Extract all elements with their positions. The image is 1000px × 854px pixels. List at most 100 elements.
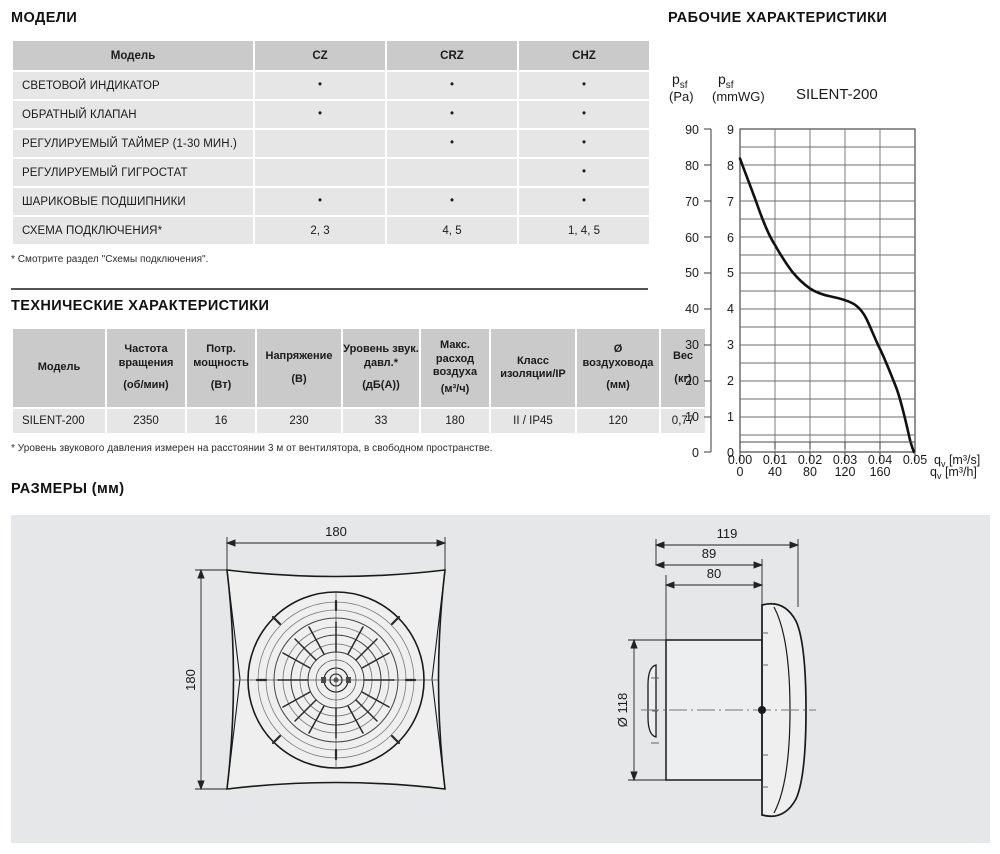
svg-text:50: 50 bbox=[685, 266, 699, 280]
row-cz: • bbox=[255, 188, 385, 215]
tech-val-insulation: II / IP45 bbox=[491, 409, 575, 433]
dimensions-panel: 180 180 bbox=[11, 515, 990, 843]
svg-text:0: 0 bbox=[692, 446, 699, 460]
tech-val-rpm: 2350 bbox=[107, 409, 185, 433]
y-axis-pa-ticks: 90 80 70 60 50 40 30 20 10 0 bbox=[685, 123, 699, 460]
tech-val-weight: 0,77 bbox=[661, 409, 705, 433]
tech-col-duct-unit: (мм) bbox=[606, 379, 630, 392]
row-chz: • bbox=[519, 72, 649, 99]
svg-text:5: 5 bbox=[727, 266, 734, 280]
performance-chart: psf (Pa) psf (mmWG) SILENT-200 90 80 70 … bbox=[669, 71, 977, 481]
tech-col-rpm-unit: (об/мин) bbox=[123, 379, 169, 392]
svg-text:9: 9 bbox=[727, 123, 734, 137]
tech-col-weight-unit: (кг) bbox=[674, 372, 692, 385]
chart-title-label: SILENT-200 bbox=[796, 86, 878, 103]
svg-text:0.01: 0.01 bbox=[763, 453, 787, 467]
svg-text:0.05: 0.05 bbox=[903, 453, 927, 467]
models-section: МОДЕЛИ Модель CZ CRZ CHZ СВЕТОВОЙ ИНДИКА… bbox=[11, 10, 651, 265]
svg-text:0.03: 0.03 bbox=[833, 453, 857, 467]
row-label: РЕГУЛИРУЕМЫЙ ТАЙМЕР (1-30 МИН.) bbox=[13, 130, 253, 157]
front-width-label: 180 bbox=[325, 524, 347, 539]
side-depth-total-dimension bbox=[654, 539, 800, 607]
front-right-edge bbox=[431, 569, 446, 790]
row-crz bbox=[387, 159, 517, 186]
table-row: СХЕМА ПОДКЛЮЧЕНИЯ* 2, 3 4, 5 1, 4, 5 bbox=[13, 217, 649, 244]
svg-text:40: 40 bbox=[685, 302, 699, 316]
models-col-chz: CHZ bbox=[519, 41, 649, 70]
tech-col-voltage-unit: (В) bbox=[291, 372, 307, 385]
side-depth-duct-label: 80 bbox=[707, 566, 721, 581]
svg-text:60: 60 bbox=[685, 231, 699, 245]
tech-footnote: * Уровень звукового давления измерен на … bbox=[11, 443, 493, 454]
row-crz: • bbox=[387, 101, 517, 128]
row-cz: 2, 3 bbox=[255, 217, 385, 244]
svg-text:40: 40 bbox=[768, 465, 782, 479]
svg-text:20: 20 bbox=[685, 374, 699, 388]
tech-col-model-name: Модель bbox=[37, 361, 81, 374]
row-crz: • bbox=[387, 188, 517, 215]
table-header-row: Модель Частота вращения (об/мин) Потр. м… bbox=[13, 329, 705, 407]
table-row: РЕГУЛИРУЕМЫЙ ТАЙМЕР (1-30 МИН.) • • bbox=[13, 130, 649, 157]
tech-col-power-unit: (Вт) bbox=[210, 379, 232, 392]
x-axis-primary-label: qv [m³/h] bbox=[930, 465, 977, 481]
tech-col-duct-name: Ø воздуховода bbox=[582, 343, 654, 369]
front-left-edge bbox=[226, 569, 241, 790]
svg-text:10: 10 bbox=[685, 410, 699, 424]
svg-text:0: 0 bbox=[727, 446, 734, 460]
tech-col-voltage-name: Напряжение bbox=[265, 350, 333, 363]
row-cz bbox=[255, 159, 385, 186]
front-hub-detail bbox=[321, 677, 351, 683]
x-axis-primary-ticks: 0 40 80 120 160 bbox=[737, 465, 891, 479]
row-chz: • bbox=[519, 130, 649, 157]
tech-title: ТЕХНИЧЕСКИЕ ХАРАКТЕРИСТИКИ bbox=[11, 298, 270, 314]
x-axis-secondary-tickmarks bbox=[739, 441, 916, 449]
tech-col-insulation-name: Класс изоляции/IP bbox=[500, 354, 566, 380]
tech-val-airflow: 180 bbox=[421, 409, 489, 433]
svg-text:8: 8 bbox=[727, 159, 734, 173]
row-label: СХЕМА ПОДКЛЮЧЕНИЯ* bbox=[13, 217, 253, 244]
svg-text:4: 4 bbox=[727, 302, 734, 316]
tech-col-model: Модель bbox=[13, 329, 105, 407]
front-fan-blades bbox=[277, 621, 395, 739]
performance-curve bbox=[738, 157, 916, 454]
models-table: Модель CZ CRZ CHZ СВЕТОВОЙ ИНДИКАТОР • •… bbox=[11, 39, 651, 246]
side-depth-mid-dimension bbox=[654, 559, 764, 607]
tech-col-weight: Вес (кг) bbox=[661, 329, 705, 407]
side-depth-duct-dimension bbox=[664, 575, 764, 663]
table-row: ШАРИКОВЫЕ ПОДШИПНИКИ • • • bbox=[13, 188, 649, 215]
svg-text:7: 7 bbox=[727, 195, 734, 209]
performance-chart-section: РАБОЧИЕ ХАРАКТЕРИСТИКИ psf (Pa) psf (mmW… bbox=[668, 10, 1000, 482]
side-depth-total-label: 119 bbox=[717, 526, 738, 541]
svg-text:3: 3 bbox=[727, 338, 734, 352]
svg-text:90: 90 bbox=[685, 123, 699, 137]
table-row: РЕГУЛИРУЕМЫЙ ГИГРОСТАТ • bbox=[13, 159, 649, 186]
svg-text:0.00: 0.00 bbox=[728, 453, 752, 467]
svg-text:30: 30 bbox=[685, 338, 699, 352]
tech-col-sound-name: Уровень звук. давл.* bbox=[343, 343, 419, 369]
models-title: МОДЕЛИ bbox=[11, 10, 78, 26]
tech-col-insulation: Класс изоляции/IP bbox=[491, 329, 575, 407]
row-label: СВЕТОВОЙ ИНДИКАТОР bbox=[13, 72, 253, 99]
dimensions-title: РАЗМЕРЫ (мм) bbox=[11, 481, 125, 497]
models-col-crz: CRZ bbox=[387, 41, 517, 70]
y-axis-left-unit: (Pa) bbox=[669, 89, 694, 104]
svg-text:80: 80 bbox=[685, 159, 699, 173]
row-label: ОБРАТНЫЙ КЛАПАН bbox=[13, 101, 253, 128]
y-axis-right-symbol: psf bbox=[718, 71, 734, 91]
tech-col-power: Потр. мощность (Вт) bbox=[187, 329, 255, 407]
row-crz: • bbox=[387, 130, 517, 157]
row-label: РЕГУЛИРУЕМЫЙ ГИГРОСТАТ bbox=[13, 159, 253, 186]
row-chz: • bbox=[519, 101, 649, 128]
y-axis-left-symbol: psf bbox=[672, 71, 688, 91]
chart-grid bbox=[739, 128, 916, 453]
table-row: SILENT-200 2350 16 230 33 180 II / IP45 … bbox=[13, 409, 705, 433]
table-row: ОБРАТНЫЙ КЛАПАН • • • bbox=[13, 101, 649, 128]
tech-col-sound: Уровень звук. давл.* (дБ(А)) bbox=[343, 329, 419, 407]
side-collar-marks bbox=[651, 677, 659, 744]
tech-col-rpm: Частота вращения (об/мин) bbox=[107, 329, 185, 407]
side-view-drawing: 119 89 80 bbox=[615, 526, 816, 818]
table-row: СВЕТОВОЙ ИНДИКАТОР • • • bbox=[13, 72, 649, 99]
side-duct-collar bbox=[647, 664, 657, 738]
models-col-model: Модель bbox=[13, 41, 253, 70]
y-axis-right-unit: (mmWG) bbox=[712, 89, 765, 104]
